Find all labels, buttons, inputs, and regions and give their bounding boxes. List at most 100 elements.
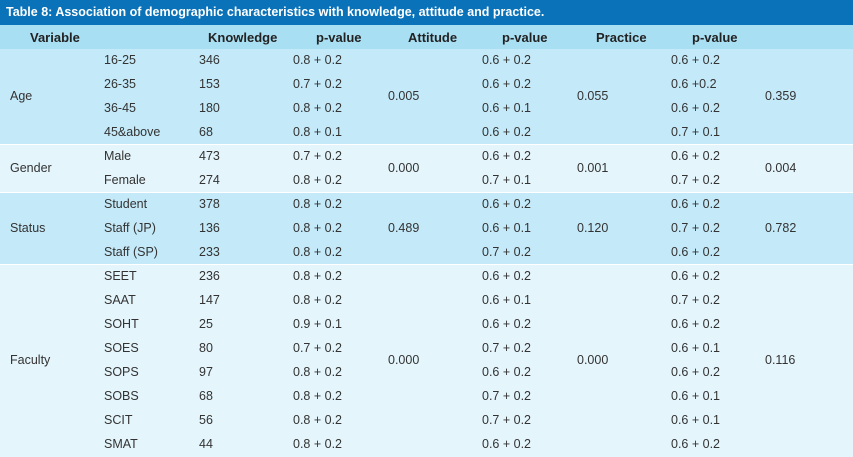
practice-mean-cell: 0.6 + 0.2: [671, 365, 720, 379]
header-pvalue-knowledge: p-value: [316, 30, 362, 45]
group-faculty: Faculty 0.000 0.000 0.116 SEET 236 0.8 + 0.2 0.…: [0, 265, 853, 457]
variable-label: Faculty: [10, 353, 51, 367]
variable-label: Gender: [10, 161, 52, 175]
group-separator: [0, 144, 853, 145]
practice-mean-cell: 0.7 + 0.2: [671, 221, 720, 235]
knowledge-count-cell: 473: [199, 149, 220, 163]
attitude-mean-cell: 0.6 + 0.2: [482, 269, 531, 283]
header-knowledge: Knowledge: [208, 30, 278, 45]
attitude-mean-cell: 0.6 + 0.2: [482, 77, 531, 91]
group-status: Status 0.489 0.120 0.782 Student 378 0.8 + 0.2…: [0, 193, 853, 265]
practice-p-value: 0.055: [577, 89, 609, 103]
knowledge-count-cell: 68: [199, 125, 213, 139]
attitude-p-value: 0.000: [388, 161, 420, 175]
knowledge-count-cell: 68: [199, 389, 213, 403]
practice-mean-cell: 0.6 + 0.1: [671, 413, 720, 427]
header-pvalue-practice: p-value: [692, 30, 738, 45]
attitude-p-value: 0.489: [388, 221, 420, 235]
practice-mean-cell: 0.6 + 0.1: [671, 389, 720, 403]
category-cell: Staff (SP): [104, 245, 158, 259]
group-gender: Gender 0.000 0.001 0.004 Male 473 0.7 + 0.2 0.6…: [0, 145, 853, 193]
knowledge-count-cell: 274: [199, 173, 220, 187]
table-header-row: Variable Knowledge p-value Attitude p-va…: [0, 25, 853, 50]
category-cell: 26-35: [104, 77, 136, 91]
final-p-value: 0.116: [765, 353, 796, 367]
practice-mean-cell: 0.7 + 0.1: [671, 125, 720, 139]
practice-p-value: 0.000: [577, 353, 609, 367]
header-attitude: Attitude: [408, 30, 458, 45]
attitude-mean-cell: 0.6 + 0.2: [482, 53, 531, 67]
attitude-p-value: 0.000: [388, 353, 420, 367]
knowledge-mean-cell: 0.8 + 0.2: [293, 221, 342, 235]
knowledge-count-cell: 136: [199, 221, 220, 235]
attitude-mean-cell: 0.6 + 0.1: [482, 101, 531, 115]
knowledge-count-cell: 80: [199, 341, 213, 355]
variable-label: Age: [10, 89, 33, 103]
group-age: Age 0.005 0.055 0.359 16-25 346 0.8 + 0.2 0.6 +…: [0, 49, 853, 145]
group-separator: [0, 264, 853, 265]
attitude-mean-cell: 0.6 + 0.2: [482, 365, 531, 379]
category-cell: SEET: [104, 269, 137, 283]
knowledge-count-cell: 97: [199, 365, 213, 379]
final-p-value: 0.004: [765, 161, 797, 175]
practice-mean-cell: 0.6 + 0.2: [671, 53, 720, 67]
variable-label: Status: [10, 221, 46, 235]
practice-mean-cell: 0.6 + 0.2: [671, 101, 720, 115]
knowledge-mean-cell: 0.9 + 0.1: [293, 317, 342, 331]
attitude-p-value: 0.005: [388, 89, 420, 103]
category-cell: SOBS: [104, 389, 139, 403]
header-practice: Practice: [596, 30, 647, 45]
practice-mean-cell: 0.6 + 0.1: [671, 341, 720, 355]
attitude-mean-cell: 0.7 + 0.2: [482, 413, 531, 427]
knowledge-count-cell: 378: [199, 197, 220, 211]
attitude-mean-cell: 0.6 + 0.2: [482, 197, 531, 211]
group-separator: [0, 192, 853, 193]
practice-mean-cell: 0.6 + 0.2: [671, 317, 720, 331]
practice-mean-cell: 0.6 + 0.2: [671, 149, 720, 163]
practice-p-value: 0.001: [577, 161, 609, 175]
knowledge-count-cell: 153: [199, 77, 220, 91]
category-cell: Male: [104, 149, 132, 163]
knowledge-mean-cell: 0.8 + 0.2: [293, 293, 342, 307]
knowledge-count-cell: 346: [199, 53, 220, 67]
attitude-mean-cell: 0.6 + 0.2: [482, 437, 531, 451]
practice-mean-cell: 0.6 + 0.2: [671, 197, 720, 211]
category-cell: SOES: [104, 341, 139, 355]
knowledge-mean-cell: 0.8 + 0.2: [293, 197, 342, 211]
attitude-mean-cell: 0.6 + 0.1: [482, 221, 531, 235]
knowledge-mean-cell: 0.7 + 0.2: [293, 77, 342, 91]
knowledge-mean-cell: 0.8 + 0.2: [293, 413, 342, 427]
category-cell: 36-45: [104, 101, 136, 115]
knowledge-mean-cell: 0.7 + 0.2: [293, 341, 342, 355]
table-title: Table 8: Association of demographic char…: [0, 0, 853, 25]
category-cell: SOHT: [104, 317, 139, 331]
knowledge-count-cell: 147: [199, 293, 220, 307]
knowledge-count-cell: 233: [199, 245, 220, 259]
knowledge-count-cell: 56: [199, 413, 213, 427]
knowledge-count-cell: 25: [199, 317, 213, 331]
final-p-value: 0.782: [765, 221, 797, 235]
category-cell: SAAT: [104, 293, 136, 307]
attitude-mean-cell: 0.6 + 0.2: [482, 125, 531, 139]
knowledge-mean-cell: 0.8 + 0.2: [293, 269, 342, 283]
knowledge-mean-cell: 0.8 + 0.2: [293, 101, 342, 115]
category-cell: 45&above: [104, 125, 161, 139]
knowledge-mean-cell: 0.8 + 0.2: [293, 437, 342, 451]
attitude-mean-cell: 0.6 + 0.2: [482, 149, 531, 163]
practice-mean-cell: 0.6 + 0.2: [671, 269, 720, 283]
knowledge-mean-cell: 0.8 + 0.2: [293, 53, 342, 67]
attitude-mean-cell: 0.7 + 0.2: [482, 389, 531, 403]
category-cell: SOPS: [104, 365, 139, 379]
attitude-mean-cell: 0.6 + 0.2: [482, 317, 531, 331]
knowledge-mean-cell: 0.8 + 0.2: [293, 365, 342, 379]
attitude-mean-cell: 0.7 + 0.1: [482, 173, 531, 187]
knowledge-mean-cell: 0.8 + 0.2: [293, 389, 342, 403]
practice-mean-cell: 0.7 + 0.2: [671, 173, 720, 187]
category-cell: 16-25: [104, 53, 136, 67]
practice-p-value: 0.120: [577, 221, 609, 235]
knowledge-count-cell: 180: [199, 101, 220, 115]
knowledge-mean-cell: 0.8 + 0.1: [293, 125, 342, 139]
practice-mean-cell: 0.7 + 0.2: [671, 293, 720, 307]
attitude-mean-cell: 0.7 + 0.2: [482, 341, 531, 355]
